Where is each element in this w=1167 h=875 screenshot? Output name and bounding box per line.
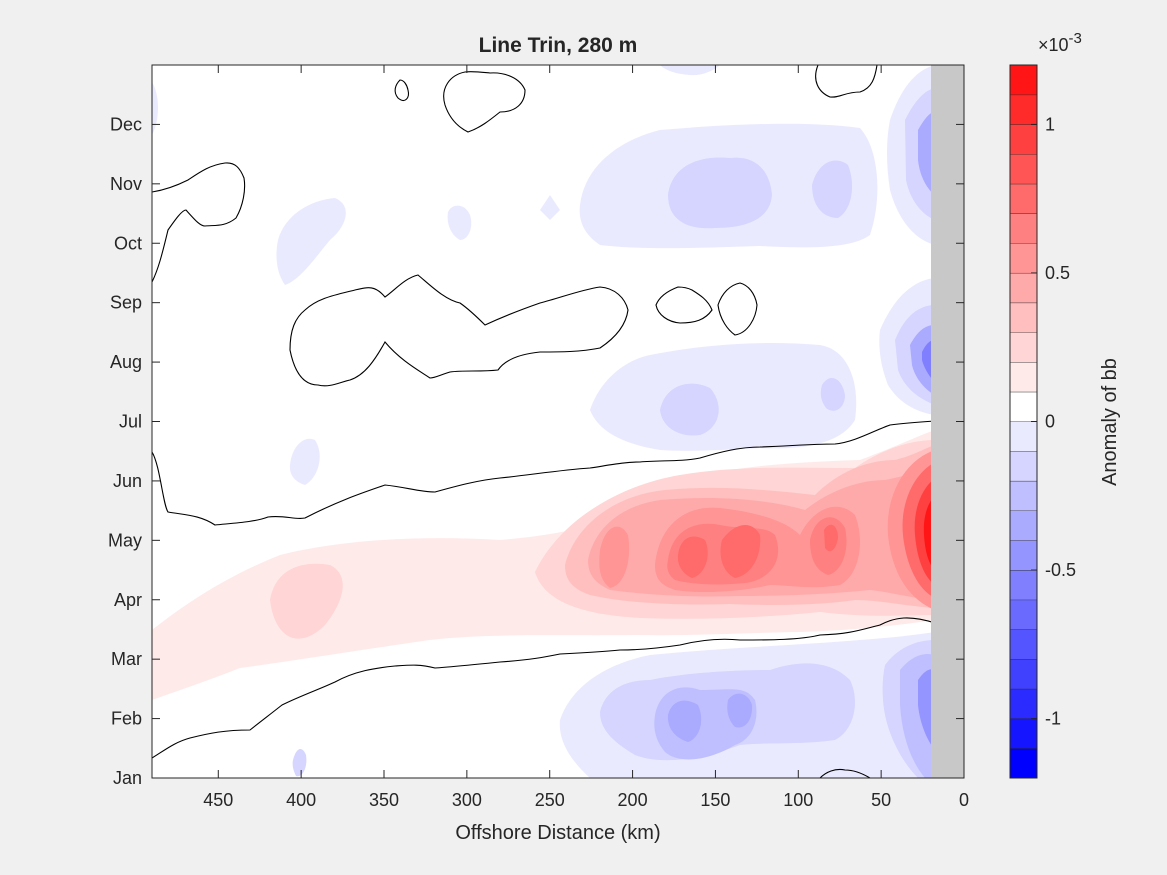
negative-anomaly-autumn-small [276,198,346,285]
colorbar-segment [1010,154,1037,184]
zero-contour [289,274,629,387]
x-tick-label: 150 [700,790,730,810]
y-tick-label: May [108,530,142,550]
positive-anomaly-level-7 [720,524,761,578]
zero-contour [717,282,758,336]
negative-anomaly-summer [660,383,719,436]
negative-anomaly-winter [667,700,702,742]
colorbar-segment [1010,659,1037,689]
x-tick-label: 300 [452,790,482,810]
colorbar-tick-label: -0.5 [1045,560,1076,580]
x-tick-label: 350 [369,790,399,810]
negative-anomaly-autumn-coast [918,112,935,195]
colorbar-segment [1010,94,1037,125]
zero-contour [815,65,878,98]
negative-anomaly-winter [727,693,753,728]
negative-anomaly-winter-small [292,748,307,777]
colorbar-segment [1010,391,1037,422]
y-tick-label: Dec [110,114,142,134]
colorbar-segment [1010,362,1037,392]
colorbar-segment [1010,629,1037,660]
colorbar-multiplier: ×10-3 [1038,30,1082,55]
colorbar-segment [1010,570,1037,600]
positive-anomaly-level-2 [270,563,343,639]
x-tick-label: 450 [203,790,233,810]
colorbar-segment [1010,124,1037,155]
negative-anomaly-summer [590,343,857,451]
zero-contour [152,617,936,759]
negative-anomaly-autumn [668,157,772,229]
y-tick-label: Oct [114,233,142,253]
colorbar-segment [1010,213,1037,244]
y-tick-label: Nov [110,174,142,194]
negative-anomaly-autumn-small [540,195,560,220]
y-tick-label: Apr [114,590,142,610]
colorbar-tick-label: 0.5 [1045,263,1070,283]
zero-contour [152,420,936,526]
negative-anomaly-summer-small [289,438,320,485]
x-tick-label: 50 [871,790,891,810]
x-axis-ticks: 450 400 350 300 250 200 150 100 50 0 [203,65,969,810]
colorbar-segment [1010,748,1037,778]
contour-fill-layer [152,65,935,778]
colorbar-segment [1010,243,1037,273]
negative-anomaly-left-edge [152,82,158,135]
x-tick-label: 200 [618,790,648,810]
positive-anomaly-level-5 [599,526,630,588]
colorbar-segment [1010,451,1037,481]
positive-anomaly-level-7 [677,536,708,578]
colorbar-segment [1010,480,1037,511]
zero-contour [819,768,871,778]
y-tick-label: Jan [113,768,142,788]
x-axis-label: Offshore Distance (km) [455,822,660,844]
x-tick-label: 0 [959,790,969,810]
colorbar-segment [1010,272,1037,303]
colorbar-segment [1010,510,1037,541]
y-axis-ticks: Jan Feb Mar Apr May Jun Jul Aug Sep Oct Nov Dec [108,114,964,788]
colorbar-segment [1010,332,1037,363]
chart-title: Line Trin, 280 m [479,34,638,57]
colorbar [1010,64,1037,778]
y-tick-label: Jun [113,471,142,491]
colorbar-tick-label: -1 [1045,709,1061,729]
zero-contour [394,79,409,101]
colorbar-segment [1010,421,1037,452]
zero-contour [443,71,526,133]
negative-anomaly-autumn-small [447,205,472,240]
colorbar-segment [1010,540,1037,571]
colorbar-ticks: -1 -0.5 0 0.5 1 [1031,114,1076,729]
y-tick-label: Feb [111,709,142,729]
colorbar-segment [1010,688,1037,719]
colorbar-segment [1010,718,1037,749]
zero-contour-lines [152,65,936,778]
colorbar-segment [1010,599,1037,630]
x-tick-label: 250 [535,790,565,810]
colorbar-segment [1010,183,1037,214]
colorbar-tick-label: 0 [1045,412,1055,432]
colorbar-tick-label: 1 [1045,114,1055,134]
x-tick-label: 400 [286,790,316,810]
y-tick-label: Sep [110,293,142,313]
zero-contour [152,162,246,283]
negative-anomaly-top [660,65,720,76]
y-tick-label: Mar [111,649,142,669]
colorbar-label: Anomaly of bb [1099,358,1121,486]
colorbar-segment [1010,302,1037,333]
y-tick-label: Jul [119,412,142,432]
zero-contour [655,286,713,324]
negative-anomaly-summer [820,377,845,411]
negative-anomaly-winter [918,669,935,750]
x-tick-label: 100 [783,790,813,810]
y-tick-label: Aug [110,352,142,372]
negative-anomaly-autumn [812,160,853,218]
positive-anomaly-level-7 [824,524,838,552]
colorbar-segment [1010,65,1037,95]
